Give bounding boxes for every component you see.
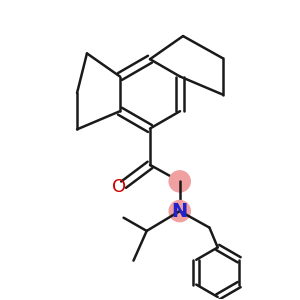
Text: N: N (172, 202, 188, 220)
Circle shape (169, 171, 190, 192)
Text: O: O (112, 178, 126, 196)
Circle shape (169, 200, 190, 222)
